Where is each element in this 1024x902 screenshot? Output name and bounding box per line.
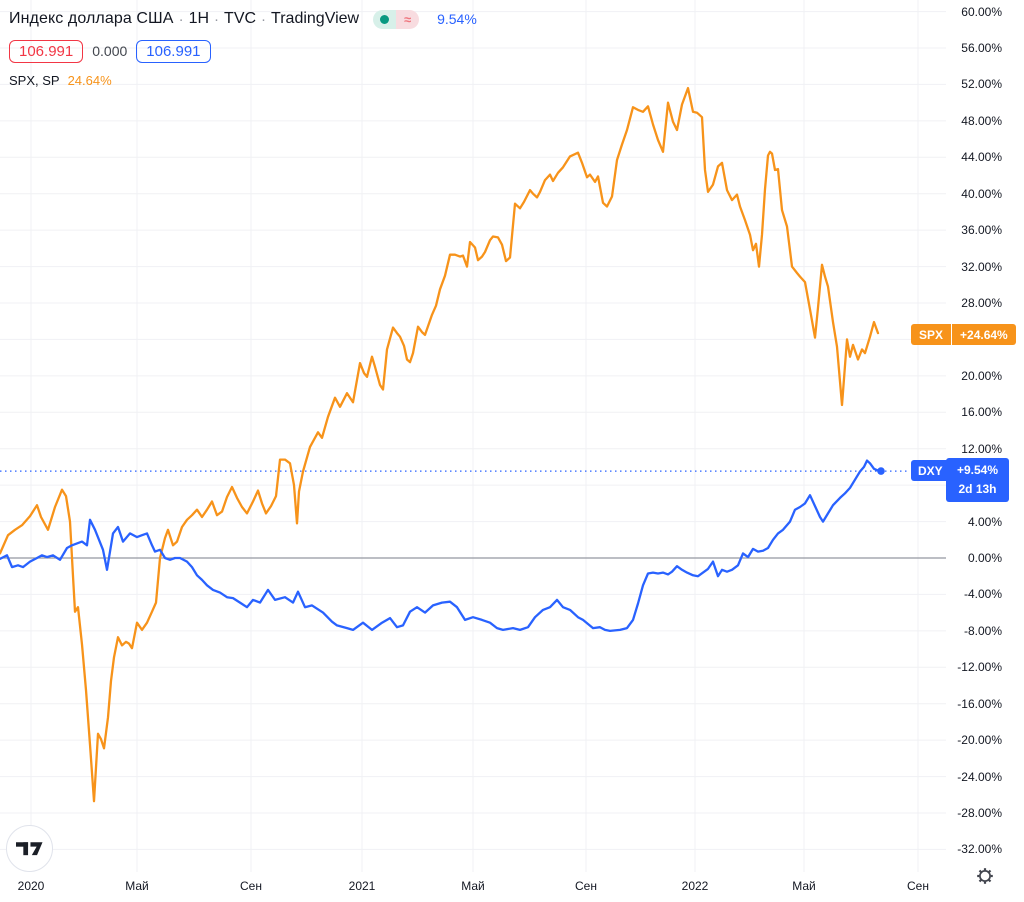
price-axis[interactable]: 60.00% 56.00% 52.00% 48.00% 44.00% 40.00% 36.0… — [902, 0, 1024, 872]
price-tick-label: -20.00% — [957, 733, 1002, 748]
separator-dot: · — [178, 10, 184, 28]
spx-badge-value: +24.64% — [960, 327, 1008, 342]
compare-change-percent: 24.64% — [67, 73, 112, 88]
spx-price-badge[interactable]: SPX +24.64% — [911, 324, 1016, 345]
chart-canvas[interactable] — [0, 0, 1024, 872]
visible-dot-icon — [373, 9, 397, 29]
compare-symbol-label[interactable]: SPX, SP — [9, 73, 60, 88]
price-tick-label: -24.00% — [957, 769, 1002, 784]
time-tick-label: 2022 — [681, 879, 709, 893]
price-tick-label: 0.00% — [967, 551, 1002, 565]
price-tick-label: 12.00% — [961, 441, 1002, 456]
price-tick-label: -28.00% — [957, 806, 1002, 820]
dxy-badge-name[interactable]: DXY — [911, 460, 950, 481]
time-tick-label: Май — [792, 879, 816, 893]
price-tick-label: 44.00% — [961, 150, 1002, 165]
buy-price-box[interactable]: 106.991 — [136, 39, 211, 63]
symbol-title[interactable]: Индекс доллара США — [9, 10, 174, 27]
legend-title-row: Индекс доллара США · 1H · TVC · TradingV… — [9, 8, 477, 30]
dxy-price-badge[interactable]: +9.54% 2d 13h — [946, 458, 1009, 502]
price-tick-label: -32.00% — [957, 842, 1002, 857]
price-tick-label: 56.00% — [961, 41, 1002, 55]
timezone-settings-button[interactable] — [971, 862, 999, 890]
price-tick-label: 52.00% — [961, 77, 1002, 92]
sell-price-box[interactable]: 106.991 — [9, 39, 84, 63]
price-tick-label: 60.00% — [961, 4, 1002, 19]
dxy-badge-value: +9.54% — [956, 463, 999, 477]
price-tick-label: 4.00% — [967, 514, 1002, 529]
interval-label[interactable]: 1H — [188, 10, 210, 27]
time-tick-label: Май — [125, 879, 149, 893]
price-tick-label: 28.00% — [961, 296, 1002, 310]
separator-dot: · — [261, 10, 267, 28]
time-tick-label: Май — [461, 879, 485, 893]
change-value: 0.000 — [92, 43, 128, 59]
price-tick-label: 40.00% — [961, 186, 1002, 201]
time-tick-label: Сен — [575, 879, 597, 893]
price-tick-label: -12.00% — [957, 660, 1002, 675]
price-tick-label: -16.00% — [957, 696, 1002, 711]
separator-dot: · — [214, 10, 220, 28]
compare-row: SPX, SP 24.64% — [9, 73, 477, 88]
tradingview-logo-icon — [16, 841, 43, 855]
tradingview-logo[interactable] — [6, 825, 53, 872]
gear-icon — [977, 868, 993, 884]
price-tick-label: 36.00% — [961, 223, 1002, 238]
time-tick-label: Сен — [240, 879, 262, 893]
price-row: 106.991 0.000 106.991 — [9, 38, 477, 64]
price-tick-label: 16.00% — [961, 405, 1002, 420]
time-tick-label: 2020 — [17, 879, 45, 893]
time-tick-label: Сен — [907, 879, 929, 893]
dxy-badge-countdown: 2d 13h — [958, 482, 997, 496]
brand-label[interactable]: TradingView — [271, 10, 360, 27]
chart-legend: Индекс доллара США · 1H · TVC · TradingV… — [9, 8, 477, 88]
price-tick-label: 32.00% — [961, 259, 1002, 274]
price-tick-label: 48.00% — [961, 113, 1002, 128]
dxy-change-percent: 9.54% — [437, 11, 477, 27]
exchange-label: TVC — [224, 10, 257, 27]
approx-icon: ≈ — [396, 9, 420, 29]
time-tick-label: 2021 — [348, 879, 376, 893]
price-tick-label: -4.00% — [963, 587, 1002, 602]
time-axis[interactable]: 2020 Май Сен 2021 Май Сен 2022 Май Сен — [0, 872, 1024, 902]
price-tick-label: 20.00% — [961, 368, 1002, 383]
series-visibility-toggle[interactable]: ≈ — [373, 9, 420, 29]
price-tick-label: -8.00% — [963, 623, 1002, 638]
spx-badge-name: SPX — [911, 324, 953, 345]
